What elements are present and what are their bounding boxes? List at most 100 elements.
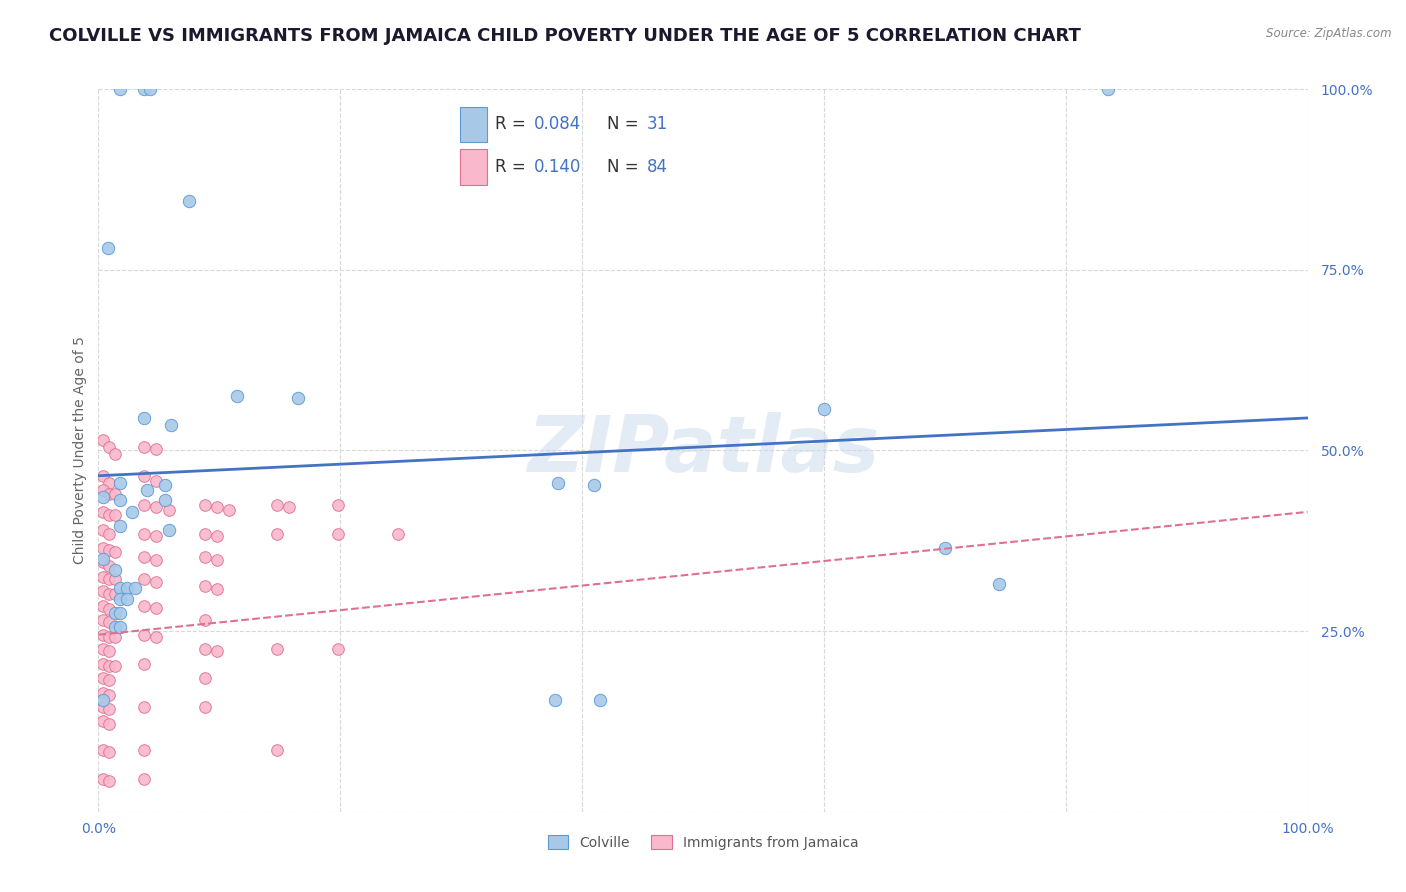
Point	[145, 553, 167, 567]
Point	[104, 508, 127, 523]
Point	[104, 606, 127, 620]
Point	[179, 194, 201, 209]
Point	[194, 579, 217, 593]
Point	[98, 688, 121, 702]
Point	[91, 541, 114, 555]
Point	[91, 584, 114, 599]
Point	[134, 572, 156, 586]
Point	[145, 474, 167, 488]
Point	[91, 714, 114, 729]
Point	[205, 553, 228, 567]
Point	[98, 586, 121, 600]
Point	[98, 774, 121, 789]
Point	[134, 526, 156, 541]
Point	[813, 401, 835, 416]
Point	[134, 550, 156, 565]
Point	[104, 447, 127, 461]
Point	[91, 743, 114, 757]
Point	[104, 572, 127, 586]
Point	[98, 559, 121, 574]
Point	[153, 478, 176, 492]
Point	[547, 475, 569, 490]
Point	[104, 630, 127, 644]
Point	[134, 498, 156, 512]
Point	[91, 599, 114, 613]
Point	[205, 644, 228, 658]
Point	[194, 550, 217, 565]
Point	[98, 702, 121, 716]
Text: Source: ZipAtlas.com: Source: ZipAtlas.com	[1267, 27, 1392, 40]
Point	[104, 563, 127, 577]
Point	[108, 475, 131, 490]
Point	[135, 483, 157, 498]
Point	[108, 591, 131, 606]
Point	[145, 500, 167, 514]
Point	[544, 692, 567, 706]
Point	[117, 591, 139, 606]
Point	[91, 570, 114, 584]
Point	[145, 529, 167, 543]
Point	[134, 772, 156, 787]
Point	[134, 599, 156, 613]
Point	[98, 572, 121, 586]
Point	[108, 519, 131, 533]
Point	[583, 478, 606, 492]
Point	[91, 613, 114, 627]
Point	[134, 743, 156, 757]
Point	[98, 658, 121, 673]
Point	[145, 442, 167, 456]
Point	[91, 523, 114, 537]
Point	[98, 630, 121, 644]
Point	[108, 606, 131, 620]
Point	[91, 483, 114, 498]
Point	[98, 746, 121, 760]
Point	[98, 602, 121, 616]
Point	[104, 544, 127, 558]
Point	[134, 411, 156, 425]
Point	[278, 500, 301, 514]
Point	[326, 498, 349, 512]
Point	[326, 526, 349, 541]
Point	[226, 389, 249, 403]
Point	[108, 492, 131, 507]
Point	[108, 581, 131, 595]
Point	[91, 772, 114, 787]
Point	[194, 498, 217, 512]
Point	[104, 620, 127, 634]
Point	[97, 241, 120, 255]
Point	[104, 487, 127, 501]
Point	[387, 526, 409, 541]
Point	[91, 657, 114, 671]
Text: ZIPatlas: ZIPatlas	[527, 412, 879, 489]
Point	[145, 574, 167, 589]
Point	[134, 657, 156, 671]
Point	[134, 700, 156, 714]
Point	[194, 642, 217, 657]
Point	[104, 586, 127, 600]
Point	[98, 615, 121, 630]
Point	[194, 671, 217, 685]
Point	[91, 628, 114, 642]
Point	[134, 468, 156, 483]
Y-axis label: Child Poverty Under the Age of 5: Child Poverty Under the Age of 5	[73, 336, 87, 565]
Point	[287, 391, 309, 405]
Point	[266, 498, 288, 512]
Point	[91, 671, 114, 685]
Point	[326, 642, 349, 657]
Point	[104, 658, 127, 673]
Point	[139, 82, 162, 96]
Point	[91, 700, 114, 714]
Legend: Colville, Immigrants from Jamaica: Colville, Immigrants from Jamaica	[543, 830, 863, 855]
Point	[91, 685, 114, 699]
Point	[98, 543, 121, 558]
Point	[134, 82, 156, 96]
Point	[91, 433, 114, 447]
Point	[91, 692, 114, 706]
Point	[134, 440, 156, 454]
Point	[218, 502, 240, 516]
Point	[91, 491, 114, 505]
Point	[98, 673, 121, 688]
Point	[153, 492, 176, 507]
Point	[91, 468, 114, 483]
Point	[589, 692, 612, 706]
